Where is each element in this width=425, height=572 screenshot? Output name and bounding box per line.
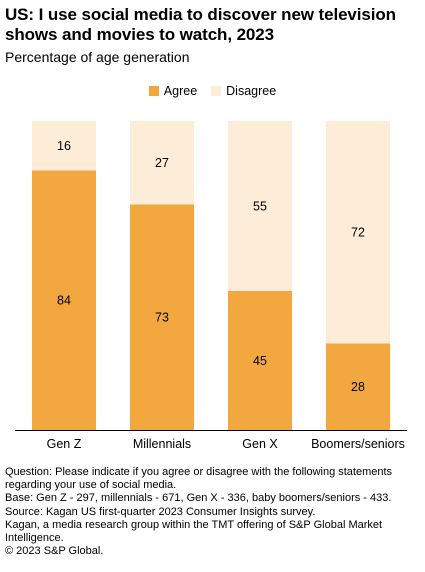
x-tick-label-2: Gen X xyxy=(242,437,278,451)
bar-disagree-1 xyxy=(130,121,194,205)
x-tick-label-1: Millennials xyxy=(133,437,191,451)
x-tick-label-0: Gen Z xyxy=(47,437,82,451)
footnote-source: Source: Kagan US first-quarter 2023 Cons… xyxy=(5,505,316,518)
data-label-disagree-2: 55 xyxy=(253,199,267,213)
legend-swatch-agree xyxy=(148,86,159,96)
data-label-agree-0: 84 xyxy=(57,294,71,308)
bar-disagree-0 xyxy=(32,121,96,171)
legend-label-disagree: Disagree xyxy=(226,84,277,98)
data-label-disagree-1: 27 xyxy=(155,156,169,170)
bar-agree-2 xyxy=(228,290,292,430)
footnote-question: Question: Please indicate if you agree o… xyxy=(5,466,393,492)
legend-swatch-disagree xyxy=(211,86,222,96)
footnote-base: Base: Gen Z - 297, millennials - 671, Ge… xyxy=(5,492,392,505)
bar-disagree-2 xyxy=(228,121,292,291)
data-label-agree-3: 28 xyxy=(351,380,365,394)
data-label-agree-2: 45 xyxy=(253,354,267,368)
bar-disagree-3 xyxy=(326,121,390,344)
data-label-agree-1: 73 xyxy=(155,311,169,325)
legend-label-agree: Agree xyxy=(163,84,198,98)
stacked-bar-chart: 84 16 Gen Z 73 27 Millennials 45 55 Gen X 28 72 Boo… xyxy=(15,121,407,451)
chart-title: US: I use social media to discover new t… xyxy=(5,5,396,44)
bar-agree-3 xyxy=(326,343,390,430)
footnote-copyright: © 2023 S&P Global. xyxy=(5,545,104,558)
footnotes: Question: Please indicate if you agree o… xyxy=(5,466,423,558)
legend-item-disagree: Disagree xyxy=(211,83,276,99)
legend: Agree Disagree xyxy=(0,83,425,99)
footnote-kagan: Kagan, a media research group within the… xyxy=(5,518,383,545)
data-label-disagree-3: 72 xyxy=(351,226,365,240)
bar-agree-0 xyxy=(32,170,96,430)
bar-agree-1 xyxy=(130,204,194,430)
data-label-disagree-0: 16 xyxy=(57,139,71,153)
legend-item-agree: Agree xyxy=(148,83,198,99)
x-tick-label-3: Boomers/seniors xyxy=(311,437,405,451)
chart-subtitle: Percentage of age generation xyxy=(5,49,190,65)
